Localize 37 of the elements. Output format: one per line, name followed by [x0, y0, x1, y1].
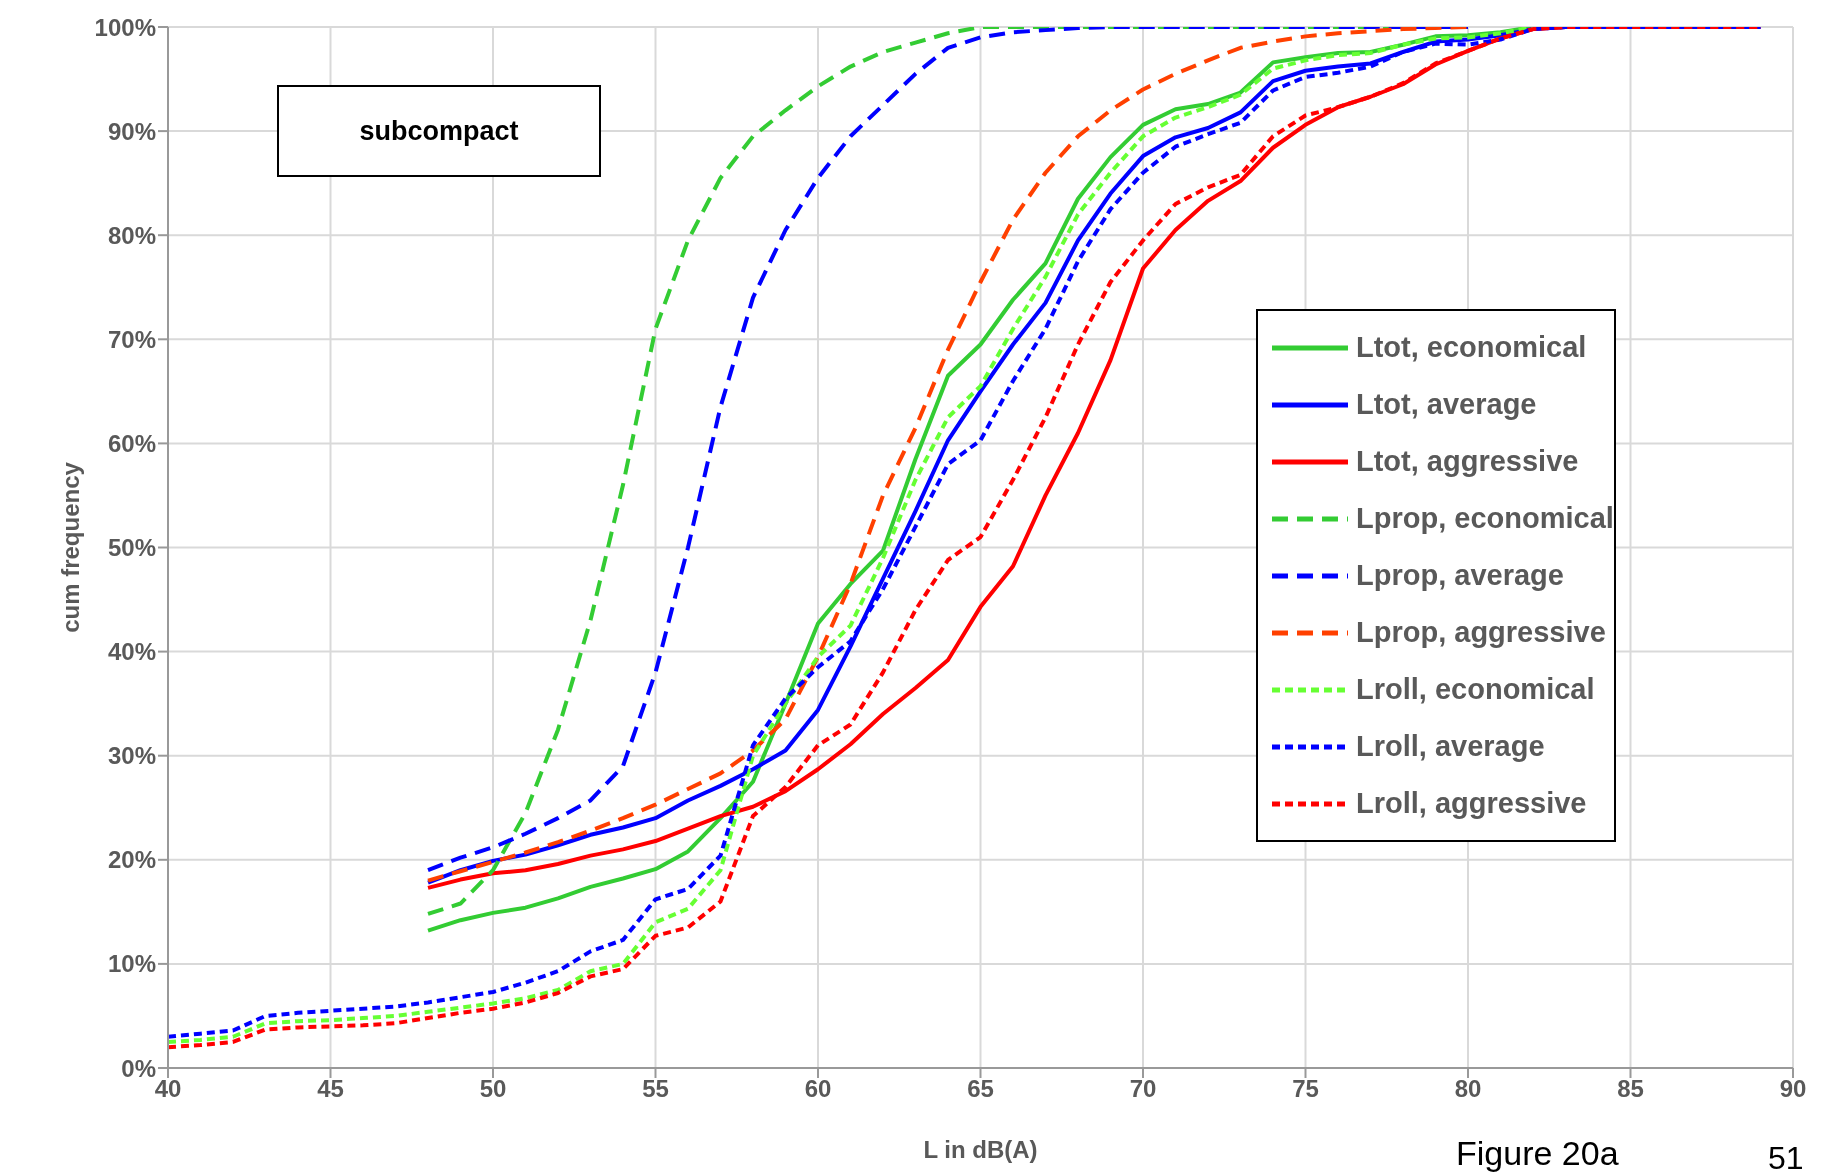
legend-label: Lprop, economical [1356, 502, 1614, 535]
y-tick-label: 10% [107, 950, 156, 978]
x-tick-label: 45 [317, 1075, 344, 1103]
y-tick-label: 20% [107, 846, 156, 874]
legend-label: Lroll, economical [1356, 673, 1595, 706]
x-tick-label: 70 [1129, 1075, 1157, 1103]
y-tick-label: 60% [107, 429, 156, 457]
y-tick-label: 0% [121, 1054, 156, 1082]
y-tick-label: 90% [107, 117, 156, 145]
text-frame: subcompact [277, 85, 601, 177]
y-tick-label: 30% [107, 742, 156, 770]
x-tick-label: 80 [1454, 1075, 1482, 1103]
x-tick-label: 75 [1292, 1075, 1319, 1103]
legend-label: Ltot, aggressive [1356, 445, 1579, 478]
caption: Figure 20a [1456, 1134, 1619, 1173]
x-tick-label: 90 [1779, 1075, 1807, 1103]
legend-label: Lprop, aggressive [1356, 616, 1606, 649]
x-tick-label: 55 [642, 1075, 669, 1103]
legend-label: Lroll, aggressive [1356, 787, 1587, 820]
legend-label: Ltot, average [1356, 388, 1537, 421]
y-axis-title: cum frequency [56, 461, 84, 633]
x-tick-label: 40 [154, 1075, 182, 1103]
text: 51 [1768, 1140, 1804, 1176]
x-tick-label: 85 [1617, 1075, 1644, 1103]
y-tick-label: 40% [107, 638, 156, 666]
y-tick-label: 50% [107, 534, 156, 562]
y-tick-label: 100% [94, 13, 156, 41]
y-tick-label: 80% [107, 221, 156, 249]
legend-label: Ltot, economical [1356, 331, 1587, 364]
x-tick-label: 65 [967, 1075, 994, 1103]
x-axis-title: L in dB(A) [923, 1136, 1038, 1163]
x-tick-label: 50 [479, 1075, 507, 1103]
y-tick-label: 70% [107, 325, 156, 353]
legend-label: Lroll, average [1356, 730, 1545, 763]
legend-label: Lprop, average [1356, 559, 1564, 592]
annotation: subcompact [359, 115, 519, 147]
x-tick-label: 60 [804, 1075, 832, 1103]
